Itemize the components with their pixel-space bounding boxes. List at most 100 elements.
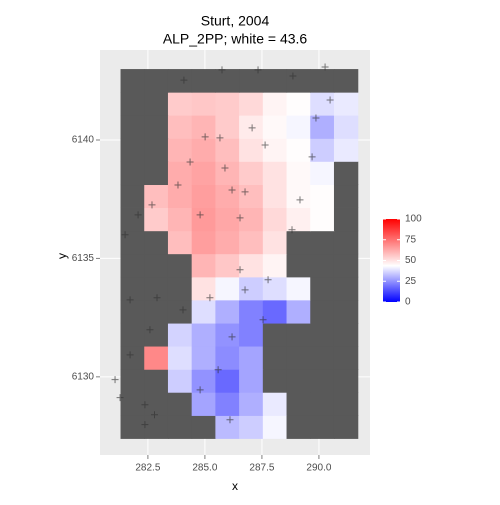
na-cell — [191, 69, 216, 93]
y-axis-title: y — [55, 253, 69, 259]
point-marker — [321, 63, 329, 71]
na-cell — [310, 369, 335, 393]
point-marker — [288, 226, 296, 234]
heat-cell — [191, 230, 216, 255]
heat-cell — [262, 115, 288, 139]
point-marker — [180, 76, 188, 84]
heat-cell — [310, 207, 335, 232]
heat-cell — [215, 299, 240, 324]
point-marker — [312, 114, 320, 122]
heat-cell — [239, 230, 264, 255]
na-cell — [120, 92, 145, 116]
heat-cell — [310, 161, 335, 186]
heat-cell — [239, 276, 264, 301]
point-marker — [254, 66, 262, 74]
heat-cell — [262, 299, 288, 324]
heat-cell — [144, 184, 169, 208]
point-marker — [196, 211, 204, 219]
heat-cell — [333, 138, 359, 162]
colorbar-label: 25 — [405, 276, 417, 287]
heat-cell — [286, 161, 311, 186]
na-cell — [120, 346, 145, 370]
na-cell — [333, 369, 359, 393]
heat-cell — [262, 138, 288, 162]
na-cell — [286, 369, 311, 393]
heat-cell — [167, 207, 193, 232]
heat-cell — [262, 207, 288, 232]
na-cell — [310, 346, 335, 370]
heat-cell — [286, 184, 311, 208]
heat-cell — [215, 346, 240, 370]
heat-cell — [262, 253, 288, 278]
heat-cell — [239, 115, 264, 139]
point-marker — [214, 366, 222, 374]
point-marker — [201, 133, 209, 141]
heat-cell — [215, 115, 240, 139]
point-marker — [226, 416, 234, 424]
point-marker — [228, 333, 236, 341]
na-cell — [120, 115, 145, 139]
x-tick-label: 287.5 — [249, 463, 274, 474]
heat-cell — [167, 346, 193, 370]
heat-cell — [167, 230, 193, 255]
na-cell — [144, 415, 169, 439]
heat-cell — [239, 346, 264, 370]
colorbar-label: 100 — [405, 214, 422, 225]
heat-cell — [310, 184, 335, 208]
heat-cell — [144, 207, 169, 232]
heat-cell — [310, 115, 335, 139]
na-cell — [262, 369, 288, 393]
heat-cell — [262, 230, 288, 255]
point-marker — [236, 266, 244, 274]
na-cell — [144, 230, 169, 255]
heat-cell — [167, 184, 193, 208]
point-marker — [206, 294, 214, 302]
heat-cell — [262, 415, 288, 439]
heat-cell — [239, 369, 264, 393]
heat-cell — [333, 92, 359, 116]
y-tick-label: 6130 — [72, 371, 95, 382]
heat-cell — [286, 138, 311, 162]
na-cell — [120, 207, 145, 232]
na-cell — [120, 392, 145, 416]
na-cell — [144, 92, 169, 116]
x-axis-title: x — [232, 479, 238, 493]
na-cell — [333, 184, 359, 208]
x-tick-label: 285.0 — [192, 463, 217, 474]
na-cell — [144, 322, 169, 347]
heat-cell — [262, 184, 288, 208]
na-cell — [262, 322, 288, 347]
na-cell — [144, 161, 169, 186]
na-cell — [120, 184, 145, 208]
point-marker — [296, 196, 304, 204]
na-cell — [239, 69, 264, 93]
points — [111, 63, 334, 429]
heat-cell — [215, 253, 240, 278]
heat-cell — [191, 92, 216, 116]
na-cell — [310, 69, 335, 93]
na-cell — [333, 392, 359, 416]
na-cell — [144, 253, 169, 278]
na-cell — [167, 299, 193, 324]
na-cell — [333, 161, 359, 186]
point-marker — [216, 134, 224, 142]
point-marker — [236, 214, 244, 222]
point-marker — [259, 316, 267, 324]
heat-cell — [191, 184, 216, 208]
point-marker — [126, 351, 134, 359]
point-marker — [111, 376, 119, 384]
heat-cell — [215, 184, 240, 208]
na-cell — [333, 207, 359, 232]
heat-cell — [333, 115, 359, 139]
na-cell — [286, 346, 311, 370]
na-cell — [286, 322, 311, 347]
x-tick-label: 290.0 — [306, 463, 331, 474]
heat-cell — [239, 161, 264, 186]
heat-cell — [239, 322, 264, 347]
na-cell — [310, 299, 335, 324]
heat-cell — [262, 276, 288, 301]
na-cell — [310, 276, 335, 301]
na-cell — [310, 230, 335, 255]
